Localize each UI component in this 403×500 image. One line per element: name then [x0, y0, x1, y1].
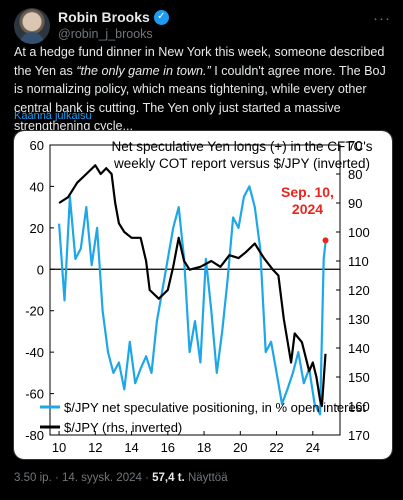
series-usdjpy-line [58, 164, 327, 408]
legend-label: $/JPY (rhs, inverted) [64, 420, 182, 435]
x-axis-tick-label: 14 [124, 440, 138, 455]
left-axis-tick-label: -60 [25, 387, 44, 402]
verified-badge-icon: ✓ [153, 9, 169, 25]
tweet-time[interactable]: 3.50 ip. [14, 472, 52, 484]
views-count: 57,4 t. [152, 472, 185, 484]
right-axis-tick-label: 90 [348, 196, 362, 211]
right-axis-tick-label: 70 [348, 138, 362, 153]
chart-svg: 60 40 20 0 -20 -40 -60 -80 70 80 90 100 110 120 130 140… [25, 138, 373, 455]
x-axis-tick-label: 16 [161, 440, 175, 455]
tweet-date[interactable]: 14. syysk. 2024 [61, 472, 142, 484]
left-axis-tick-label: 0 [37, 262, 44, 277]
right-axis-tick-label: 160 [348, 399, 370, 414]
right-axis-tick-label: 100 [348, 225, 370, 240]
right-axis-tick-label: 130 [348, 312, 370, 327]
tweet-media-chart[interactable]: 60 40 20 0 -20 -40 -60 -80 70 80 90 100 110 120 130 140… [13, 130, 393, 460]
tweet-footer: 3.50 ip. · 14. syysk. 2024 · 57,4 t. Näy… [14, 472, 228, 484]
left-axis-tick-label: 40 [30, 179, 44, 194]
x-axis-tick-label: 22 [269, 440, 283, 455]
author-name[interactable]: Robin Brooks [58, 9, 150, 25]
tweet-quote: “the only game in town.” [76, 63, 211, 78]
right-axis-tick-label: 170 [348, 428, 370, 443]
left-axis-tick-label: -40 [25, 345, 44, 360]
left-axis-tick-label: 60 [30, 138, 44, 153]
footer-separator: · [145, 472, 149, 484]
annotation-label: 2024 [292, 201, 323, 217]
x-axis-tick-label: 10 [52, 440, 66, 455]
ellipsis-icon[interactable]: ··· [373, 10, 391, 27]
x-axis-tick-label: 24 [306, 440, 320, 455]
author-row: Robin Brooks ✓ [58, 9, 169, 25]
views-label: Näyttöä [187, 472, 228, 484]
author-handle[interactable]: @robin_j_brooks [58, 27, 153, 41]
avatar[interactable] [14, 8, 50, 44]
x-axis-tick-label: 12 [88, 440, 102, 455]
x-axis-tick-label: 20 [233, 440, 247, 455]
translate-link[interactable]: Käännä julkaisu [14, 110, 92, 122]
chart-title-line: Net speculative Yen longs (+) in the CFT… [111, 139, 372, 154]
tweet-text-part1: At a hedge fund dinner in New York this … [14, 45, 385, 78]
annotation-marker [322, 237, 329, 244]
tweet-text-part2: I couldn't agree more. The BoJ is normal… [14, 63, 386, 134]
right-axis-tick-label: 110 [348, 254, 369, 269]
series-positioning-line [58, 185, 327, 416]
footer-separator: · [54, 472, 59, 484]
right-axis-tick-label: 80 [348, 167, 362, 182]
left-axis-tick-label: 20 [30, 221, 44, 236]
x-axis-tick-label: 18 [197, 440, 211, 455]
tweet-header: Robin Brooks ✓ @robin_j_brooks ··· [14, 8, 393, 44]
tweet-text: At a hedge fund dinner in New York this … [14, 43, 396, 136]
annotation-label: Sep. 10, [281, 184, 334, 200]
right-axis-tick-label: 120 [348, 283, 370, 298]
chart-title-line: weekly COT report versus $/JPY (inverted… [113, 156, 370, 171]
left-axis-tick-label: -20 [25, 304, 44, 319]
legend-label: $/JPY net speculative positioning, in % … [64, 400, 366, 415]
left-axis-tick-label: -80 [25, 428, 44, 443]
right-axis-tick-label: 150 [348, 370, 370, 385]
right-axis-tick-label: 140 [348, 341, 370, 356]
